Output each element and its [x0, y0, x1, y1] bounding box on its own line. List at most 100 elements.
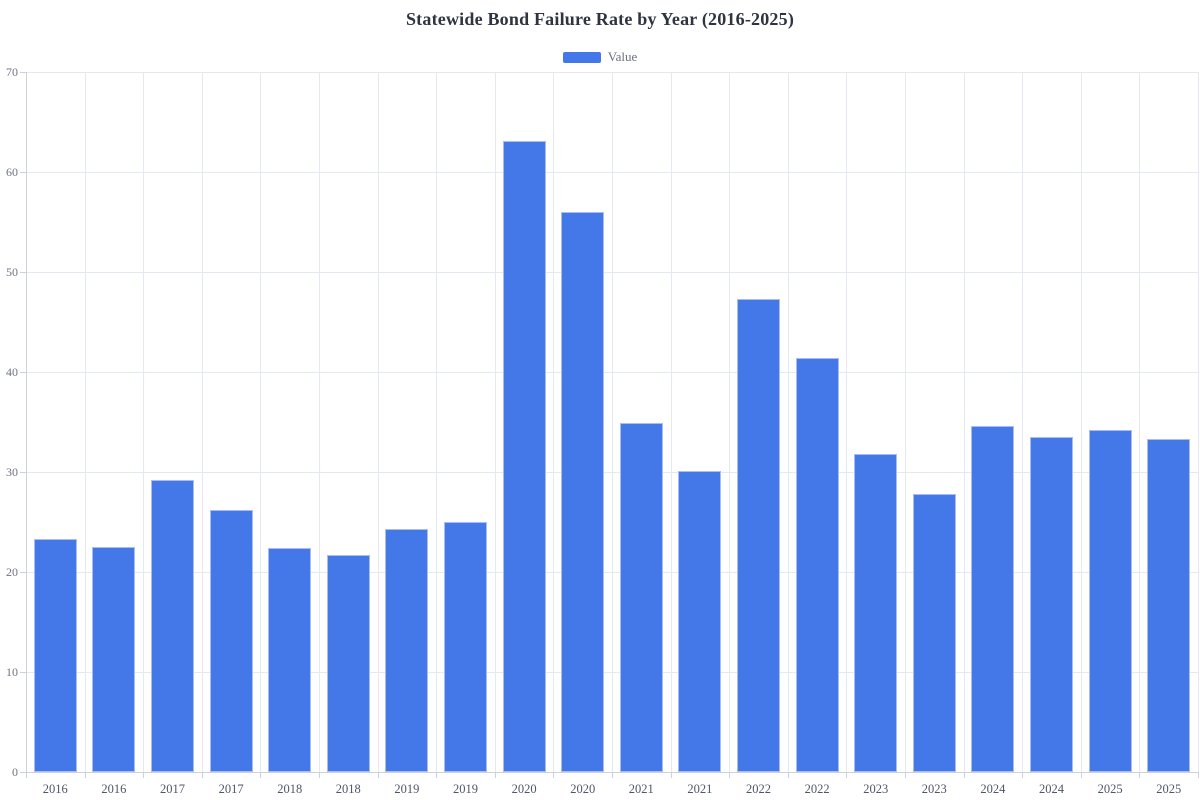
x-axis-label: 2021	[687, 782, 713, 796]
gridline-v	[1022, 72, 1024, 772]
x-axis-tick	[729, 772, 731, 778]
x-axis-label: 2018	[335, 782, 361, 796]
x-axis-label: 2024	[980, 782, 1006, 796]
x-axis-label: 2020	[511, 782, 537, 796]
x-axis-tick	[553, 772, 555, 778]
bar[interactable]	[971, 426, 1015, 772]
bar[interactable]	[854, 454, 898, 772]
x-axis-label: 2025	[1097, 782, 1123, 796]
gridline-v	[377, 72, 379, 772]
y-axis-tick	[20, 772, 26, 773]
legend-item-value[interactable]: Value	[562, 49, 638, 65]
gridline-v	[143, 72, 145, 772]
y-axis-label: 60	[6, 165, 18, 179]
y-axis-label: 50	[6, 265, 18, 279]
y-axis-tick	[20, 472, 26, 473]
bar[interactable]	[1147, 439, 1191, 772]
y-axis-tick	[20, 672, 26, 673]
x-axis-tick	[670, 772, 672, 778]
gridline-v	[1198, 72, 1199, 772]
gridline-v	[905, 72, 906, 772]
x-axis-tick	[319, 772, 320, 778]
x-axis-label: 2022	[745, 782, 771, 796]
bar[interactable]	[92, 547, 136, 772]
bar[interactable]	[33, 539, 77, 772]
bar[interactable]	[151, 480, 194, 772]
gridline-v	[787, 72, 789, 772]
x-axis-label: 2023	[863, 782, 889, 796]
bar[interactable]	[209, 510, 253, 772]
x-axis-tick	[1139, 772, 1141, 778]
y-axis-label: 20	[6, 565, 18, 579]
y-axis-tick	[20, 572, 26, 573]
y-axis-label: 40	[6, 365, 18, 379]
gridline-v	[963, 72, 965, 772]
gridline-v	[1080, 72, 1082, 772]
y-axis-tick	[20, 172, 26, 173]
y-axis-label: 0	[12, 765, 18, 779]
x-axis-tick	[26, 772, 27, 778]
x-axis-label: 2017	[159, 782, 185, 796]
x-axis-label: 2025	[1156, 782, 1182, 796]
x-axis-label: 2023	[921, 782, 947, 796]
y-axis-tick	[20, 72, 26, 73]
gridline-v	[260, 72, 262, 772]
x-axis-tick	[905, 772, 906, 778]
legend-swatch-icon	[562, 51, 601, 63]
x-axis-label: 2019	[452, 782, 478, 796]
bar[interactable]	[795, 358, 839, 772]
bar[interactable]	[502, 141, 546, 772]
bar[interactable]	[912, 494, 956, 772]
x-axis-tick	[494, 772, 496, 778]
x-axis-tick	[1022, 772, 1024, 778]
gridline-v	[1139, 72, 1141, 772]
bar[interactable]	[268, 548, 312, 772]
y-axis-label: 30	[6, 465, 18, 479]
y-axis-label: 10	[6, 665, 18, 679]
legend-label: Value	[607, 49, 638, 64]
x-axis-tick	[1080, 772, 1082, 778]
gridline-v	[846, 72, 848, 772]
chart-title: Statewide Bond Failure Rate by Year (201…	[405, 9, 795, 29]
gridline-v	[494, 72, 496, 772]
x-axis-label: 2016	[42, 782, 68, 796]
x-axis-tick	[260, 772, 262, 778]
x-axis-tick	[436, 772, 438, 778]
x-axis-label: 2019	[394, 782, 420, 796]
x-axis-tick	[1198, 772, 1199, 778]
y-axis-tick	[20, 272, 26, 273]
gridline-v	[201, 72, 203, 772]
x-axis-tick	[143, 772, 145, 778]
bar[interactable]	[1030, 437, 1073, 772]
x-axis-tick	[612, 772, 613, 778]
x-axis-tick	[377, 772, 379, 778]
bar[interactable]	[1088, 430, 1132, 772]
bar[interactable]	[561, 212, 605, 772]
legend: Value	[0, 49, 1200, 65]
x-axis-tick	[787, 772, 789, 778]
x-axis-label: 2021	[628, 782, 654, 796]
x-axis-label: 2016	[101, 782, 127, 796]
y-axis-tick	[20, 372, 26, 373]
y-axis-label: 70	[6, 65, 18, 79]
bar[interactable]	[619, 423, 663, 772]
x-axis-tick	[846, 772, 848, 778]
x-axis-label: 2020	[570, 782, 596, 796]
x-axis-label: 2018	[277, 782, 303, 796]
gridline-v	[670, 72, 672, 772]
bar[interactable]	[444, 522, 487, 772]
y-axis-line	[26, 72, 27, 773]
gridline-v	[436, 72, 438, 772]
gridline-v	[84, 72, 86, 772]
x-axis-tick	[963, 772, 965, 778]
x-axis-line	[26, 772, 1198, 773]
x-axis-label: 2017	[218, 782, 244, 796]
bar[interactable]	[678, 471, 722, 772]
bar[interactable]	[737, 299, 780, 772]
bar[interactable]	[326, 555, 370, 772]
gridline-v	[729, 72, 731, 772]
gridline-v	[612, 72, 613, 772]
bar[interactable]	[385, 529, 429, 772]
